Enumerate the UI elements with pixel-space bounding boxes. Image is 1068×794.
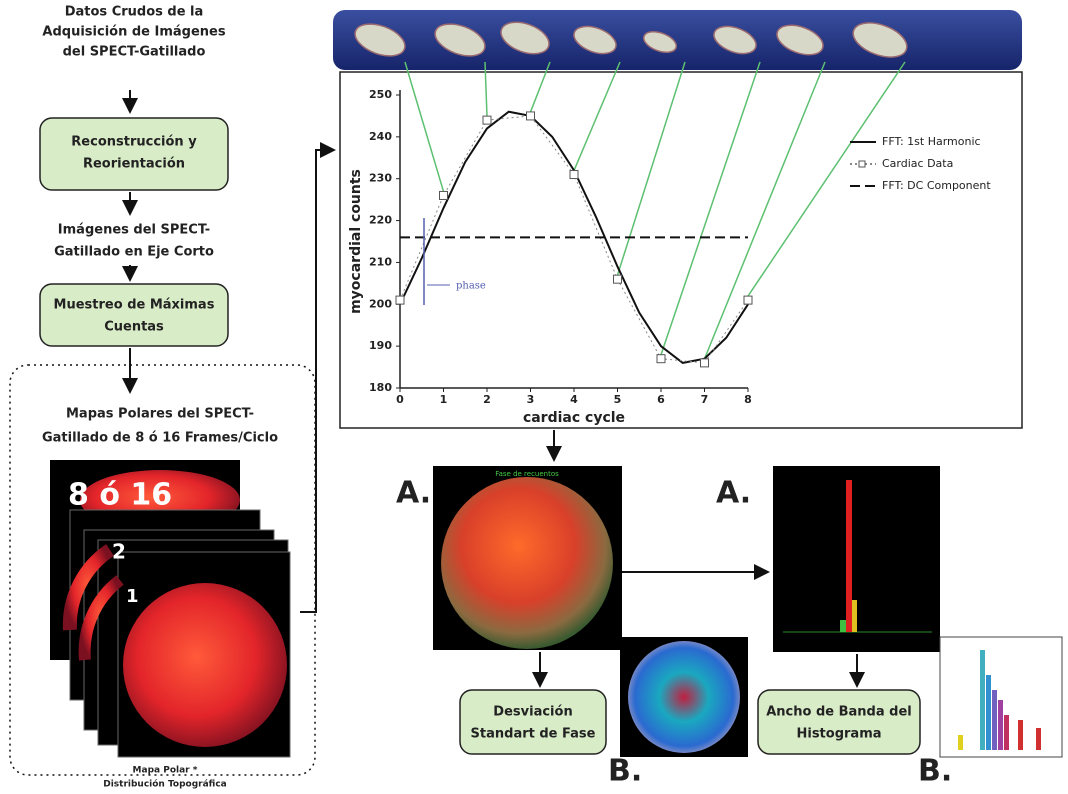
y-tick-label: 220 bbox=[369, 214, 392, 227]
data-point bbox=[483, 116, 491, 124]
data-point bbox=[570, 171, 578, 179]
maps-text: Mapas Polares del SPECT- bbox=[66, 407, 254, 422]
map-title: Fase de recuentos bbox=[495, 470, 559, 478]
step-text: Imágenes del SPECT- bbox=[58, 223, 210, 238]
legend-label: Cardiac Data bbox=[882, 157, 953, 170]
step-text: Gatillado en Eje Corto bbox=[54, 245, 214, 260]
input-text: Adquisición de Imágenes bbox=[42, 25, 225, 40]
step-text: Reorientación bbox=[83, 157, 185, 172]
y-tick-label: 190 bbox=[369, 339, 392, 352]
histogram-image bbox=[773, 466, 940, 652]
y-tick-label: 250 bbox=[369, 88, 392, 101]
x-tick-label: 2 bbox=[483, 393, 491, 406]
x-tick-label: 1 bbox=[440, 393, 448, 406]
y-tick-label: 240 bbox=[369, 130, 392, 143]
maps-text: Gatillado de 8 ó 16 Frames/Ciclo bbox=[42, 431, 278, 446]
y-tick-label: 200 bbox=[369, 297, 392, 310]
frame-count: 8 ó 16 bbox=[68, 478, 172, 513]
step-text: Reconstrucción y bbox=[71, 135, 197, 150]
x-tick-label: 7 bbox=[701, 393, 709, 406]
frame-count: 2 bbox=[112, 540, 126, 564]
caption: Distribución Topográfica bbox=[103, 779, 227, 790]
x-tick-label: 4 bbox=[570, 393, 578, 406]
step-text: Desviación bbox=[493, 705, 572, 720]
x-tick-label: 3 bbox=[527, 393, 535, 406]
legend-label: FFT: 1st Harmonic bbox=[882, 135, 981, 148]
frame-count: 1 bbox=[126, 586, 139, 607]
x-tick-label: 5 bbox=[614, 393, 622, 406]
legend-marker bbox=[859, 161, 865, 167]
step-text: Ancho de Banda del bbox=[766, 705, 912, 720]
panel-letter: A. bbox=[396, 476, 431, 511]
step-text: Standart de Fase bbox=[471, 727, 596, 742]
input-text: Datos Crudos de la bbox=[65, 5, 204, 20]
panel-letter: B. bbox=[608, 754, 642, 789]
diagram: Datos Crudos de la Adquisición de Imágene… bbox=[0, 0, 1068, 790]
data-point bbox=[614, 275, 622, 283]
sd-map bbox=[620, 637, 748, 757]
panel-letter: B. bbox=[918, 754, 952, 789]
legend-label: FFT: DC Component bbox=[882, 179, 991, 192]
panel-letter: A. bbox=[716, 476, 751, 511]
data-point bbox=[527, 112, 535, 120]
y-axis-label: myocardial counts bbox=[348, 169, 364, 314]
y-tick-label: 180 bbox=[369, 381, 392, 394]
data-point bbox=[657, 355, 665, 363]
heart-strip bbox=[333, 10, 1022, 70]
annotation: phase bbox=[456, 281, 486, 292]
step-text: Histograma bbox=[796, 727, 881, 742]
data-point bbox=[396, 296, 404, 304]
input-text: del SPECT-Gatillado bbox=[63, 45, 206, 60]
x-tick-label: 0 bbox=[396, 393, 404, 406]
x-axis-label: cardiac cycle bbox=[523, 410, 625, 426]
chart-frame bbox=[340, 72, 1022, 428]
x-tick-label: 8 bbox=[744, 393, 752, 406]
y-tick-label: 210 bbox=[369, 255, 392, 268]
x-tick-label: 6 bbox=[657, 393, 665, 406]
step-text: Muestreo de Máximas bbox=[54, 298, 215, 313]
caption: Mapa Polar * bbox=[133, 766, 198, 776]
phase-map bbox=[433, 466, 622, 650]
data-point bbox=[440, 191, 448, 199]
bandwidth-image bbox=[940, 637, 1062, 757]
data-point bbox=[744, 296, 752, 304]
data-point bbox=[701, 359, 709, 367]
y-tick-label: 230 bbox=[369, 172, 392, 185]
step-text: Cuentas bbox=[104, 320, 164, 335]
